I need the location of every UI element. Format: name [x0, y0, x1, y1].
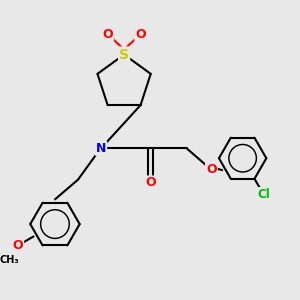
Text: O: O — [13, 239, 23, 252]
Text: O: O — [206, 163, 217, 176]
Text: Cl: Cl — [257, 188, 270, 201]
Text: S: S — [119, 47, 129, 61]
Text: O: O — [135, 28, 146, 40]
Text: CH₃: CH₃ — [0, 255, 20, 265]
Text: O: O — [145, 176, 156, 189]
Text: O: O — [102, 28, 113, 40]
Text: N: N — [96, 142, 106, 155]
